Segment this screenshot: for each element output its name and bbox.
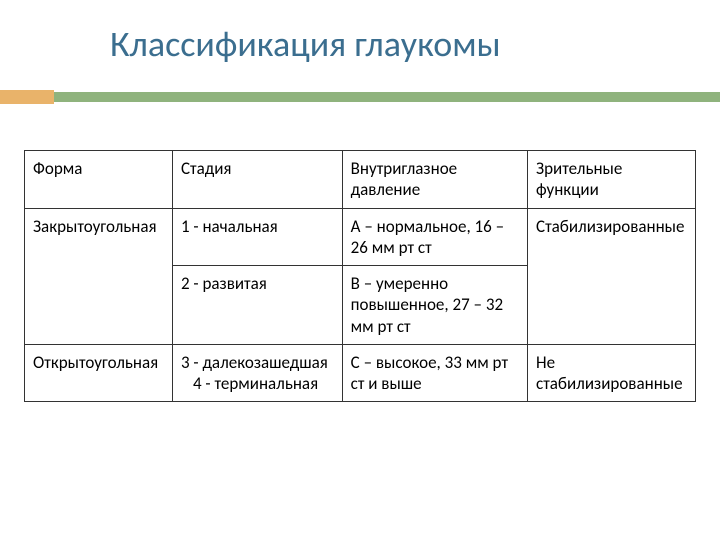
slide-title: Классификация глаукомы bbox=[0, 0, 720, 66]
cell-iop-a: A – нормальное, 16 – 26 мм рт ст bbox=[342, 208, 527, 266]
cell-stage-3-4: 3 - далекозашедшая 4 - терминальная bbox=[172, 344, 342, 402]
cell-stage-1: 1 - начальная bbox=[172, 208, 342, 266]
header-iop: Внутриглазное давление bbox=[342, 151, 527, 209]
stage-4-text: 4 - терминальная bbox=[181, 373, 334, 394]
cell-iop-b: B – умеренно повышенное, 27 – 32 мм рт с… bbox=[342, 266, 527, 345]
stage-3-text: 3 - далекозашедшая bbox=[181, 352, 334, 373]
cell-iop-c: C – высокое, 33 мм рт ст и выше bbox=[342, 344, 527, 402]
cell-stage-2: 2 - развитая bbox=[172, 266, 342, 345]
table-row: Открытоугольная 3 - далекозашедшая 4 - т… bbox=[25, 344, 696, 402]
cell-form-open: Открытоугольная bbox=[25, 344, 173, 402]
accent-orange-block bbox=[0, 90, 54, 104]
cell-vision-stable: Стабилизированные bbox=[528, 208, 696, 344]
cell-form-closed: Закрытоугольная bbox=[25, 208, 173, 344]
accent-bar bbox=[0, 90, 720, 104]
classification-table: Форма Стадия Внутриглазное давление Зрит… bbox=[24, 150, 696, 402]
accent-green-line bbox=[54, 92, 720, 102]
table-row: Закрытоугольная 1 - начальная A – нормал… bbox=[25, 208, 696, 266]
cell-vision-unstable: Не стабилизированные bbox=[528, 344, 696, 402]
header-form: Форма bbox=[25, 151, 173, 209]
header-vision: Зрительные функции bbox=[528, 151, 696, 209]
table-header-row: Форма Стадия Внутриглазное давление Зрит… bbox=[25, 151, 696, 209]
header-stage: Стадия bbox=[172, 151, 342, 209]
